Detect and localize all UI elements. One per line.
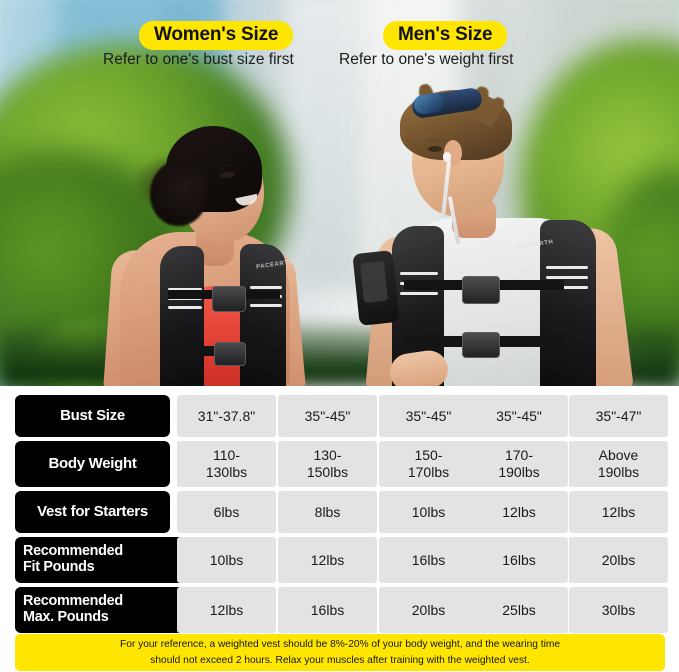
table-cell: 6lbs [177,491,276,533]
woman-vest-panel-left [160,246,204,386]
row-label-line: Recommended [23,543,123,560]
earbud-icon [443,152,451,162]
table-cell: 12lbs [278,537,377,583]
man-vest-reflective-stripe [546,266,588,269]
woman-vest-reflective-stripe [168,288,202,291]
mens-size-badge: Men's Size [383,21,508,51]
table-cell: 30lbs [569,587,668,633]
woman-vest-buckle [212,286,246,312]
footer-note-line-1: For your reference, a weighted vest shou… [119,639,560,651]
table-cell: 16lbs [470,537,568,583]
woman-vest-reflective-stripe [168,306,202,309]
table-cell: 16lbs [379,537,478,583]
table-cell: 110- 130lbs [177,441,276,487]
table-cell: Above 190lbs [569,441,668,487]
row-label-recommended-max-pounds: Recommended Max. Pounds [15,587,186,633]
man-vest-reflective-stripe [400,272,438,275]
table-cell: 16lbs [278,587,377,633]
table-cell: 25lbs [470,587,568,633]
row-label-bust-size: Bust Size [15,395,170,437]
hero-photo: PACEARTH PACEARTH [0,0,679,386]
table-cell: 12lbs [569,491,668,533]
man-eyebrow [425,138,445,142]
row-label-line: Recommended [23,593,123,610]
armband-phone-screen [359,260,389,304]
row-label-recommended-fit-pounds: Recommended Fit Pounds [15,537,186,583]
man-vest-buckle [462,332,500,358]
table-cell: 35"-45" [278,395,377,437]
table-cell: 20lbs [379,587,478,633]
man-vest-reflective-stripe [546,286,588,289]
table-cell: 35"-45" [470,395,568,437]
background-building [288,0,366,290]
row-label-body-weight: Body Weight [15,441,170,487]
table-cell: 8lbs [278,491,377,533]
man-eye [428,146,442,152]
woman-hair-bun [150,160,208,226]
footer-note-banner: For your reference, a weighted vest shou… [15,634,665,671]
man-vest-reflective-stripe [400,292,438,295]
womens-size-subtitle: Refer to one's bust size first [103,51,294,68]
size-table: Bust Size 31"-37.8" 35"-45" 35"-45" 35"-… [0,386,679,672]
man-vest-panel-right [540,220,596,386]
woman-vest-reflective-stripe [250,304,282,307]
table-cell: 35"-45" [379,395,478,437]
woman-vest-panel-right [240,244,286,386]
row-label-line: Max. Pounds [23,609,109,625]
table-cell: 12lbs [177,587,276,633]
table-cell: 150- 170lbs [379,441,478,487]
row-label-vest-for-starters: Vest for Starters [15,491,170,533]
table-cell: 12lbs [470,491,568,533]
row-label-line: Fit Pounds [23,559,95,575]
table-cell: 130- 150lbs [278,441,377,487]
table-cell: 20lbs [569,537,668,583]
table-cell: 10lbs [177,537,276,583]
mens-size-subtitle: Refer to one's weight first [339,51,514,68]
man-vest-buckle [462,276,500,304]
woman-vest-buckle [214,342,246,366]
man-vest-reflective-stripe [546,276,588,279]
table-cell: 10lbs [379,491,478,533]
womens-size-badge: Women's Size [139,21,294,51]
woman-vest-reflective-stripe [250,286,282,289]
footer-note-line-2: should not exceed 2 hours. Relax your mu… [150,654,530,666]
table-cell: 31"-37.8" [177,395,276,437]
table-cell: 170- 190lbs [470,441,568,487]
table-cell: 35"-47" [569,395,668,437]
